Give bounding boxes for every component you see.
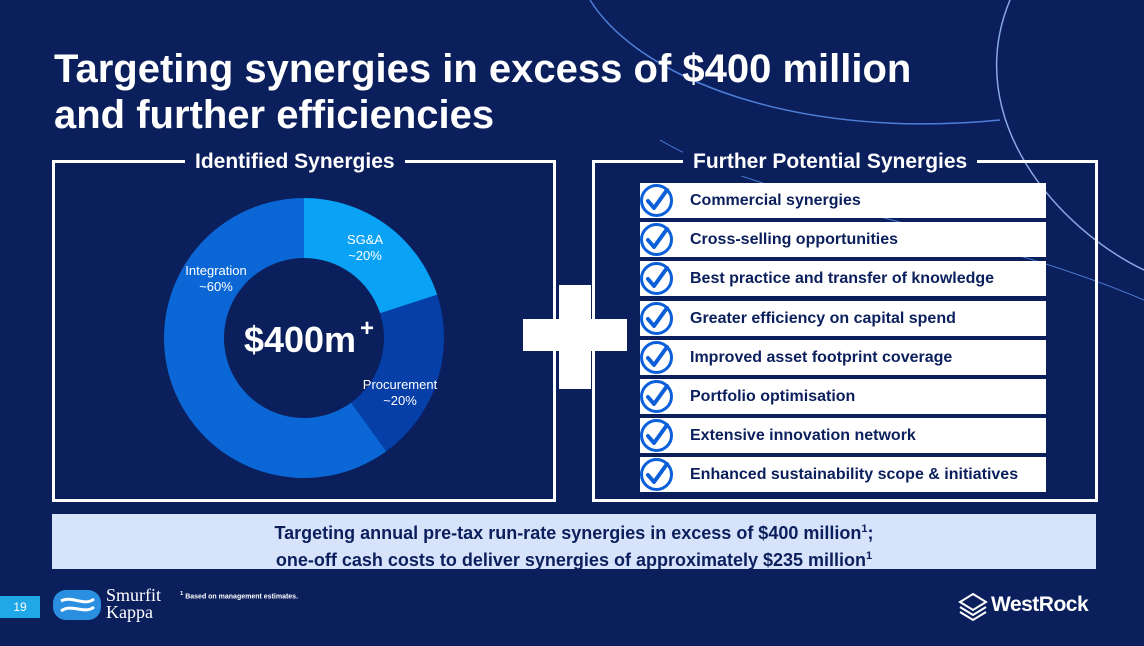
banner-sup-1: 1 <box>861 523 868 535</box>
synergy-item-label: Extensive innovation network <box>690 427 916 445</box>
synergy-item: Extensive innovation network <box>640 418 1046 454</box>
donut-slice-sg-a <box>304 198 438 314</box>
slice-name-label: SG&A <box>347 232 383 247</box>
banner-line-1-end: ; <box>867 523 874 543</box>
checkmark-icon <box>640 223 673 257</box>
westrock-logo-icon <box>958 592 988 622</box>
banner-sup-2: 1 <box>866 550 873 562</box>
donut-slice-integration <box>164 198 387 478</box>
checkmark-icon <box>640 419 673 453</box>
checkmark-icon <box>640 379 673 413</box>
checkmark-icon <box>640 184 673 217</box>
synergy-item: Cross-selling opportunities <box>640 222 1046 258</box>
banner-line-2: one-off cash costs to deliver synergies … <box>275 550 867 570</box>
synergy-item: Greater efficiency on capital spend <box>640 300 1046 336</box>
checkmark-icon <box>640 301 673 335</box>
slice-value-label: ~20% <box>383 393 417 408</box>
synergy-item: Commercial synergies <box>640 183 1046 218</box>
footnote: 1 Based on management estimates. <box>180 591 298 600</box>
identified-synergies-title: Identified Synergies <box>185 148 405 176</box>
donut-center-plus: + <box>360 315 374 342</box>
footnote-sup: 1 <box>180 591 184 597</box>
further-synergies-panel: Further Potential Synergies <box>592 148 1098 502</box>
slice-name-label: Procurement <box>363 377 438 392</box>
slice-name-label: Integration <box>185 263 246 278</box>
synergy-item-label: Greater efficiency on capital spend <box>690 309 956 327</box>
smurfit-word: Smurfit <box>106 585 162 605</box>
synergy-item-label: Portfolio optimisation <box>690 387 856 405</box>
synergy-item: Best practice and transfer of knowledge <box>640 261 1046 297</box>
synergy-item-label: Commercial synergies <box>690 192 861 209</box>
title-line-2: and further efficiencies <box>54 93 495 137</box>
kappa-word: Kappa <box>106 602 153 622</box>
synergy-item: Portfolio optimisation <box>640 378 1046 414</box>
further-synergies-title: Further Potential Synergies <box>683 148 978 176</box>
synergy-item-label: Cross-selling opportunities <box>690 231 899 249</box>
banner-line-1: Targeting annual pre-tax run-rate synerg… <box>274 523 862 543</box>
checkmark-icon <box>640 262 673 296</box>
checkmark-icon <box>640 340 673 374</box>
synergies-list: Commercial synergies Cross-selling opport… <box>640 183 1046 497</box>
plus-sign-vertical <box>559 285 591 389</box>
slide-title: Targeting synergies in excess of $400 mi… <box>54 46 911 138</box>
title-line-1: Targeting synergies in excess of $400 mi… <box>54 47 912 91</box>
synergy-item-label: Best practice and transfer of knowledge <box>690 270 995 288</box>
synergy-item-label: Improved asset footprint coverage <box>690 348 953 366</box>
smurfit-kappa-logo-icon <box>53 590 101 620</box>
westrock-wordmark: WestRock <box>991 593 1089 616</box>
smurfit-kappa-wordmark: Smurfit Kappa <box>106 585 162 622</box>
donut-slice-procurement <box>351 294 444 452</box>
page-number: 19 <box>0 596 40 618</box>
slice-value-label: ~20% <box>348 248 382 263</box>
synergy-item-label: Enhanced sustainability scope & initiati… <box>690 466 1019 484</box>
synergy-item: Improved asset footprint coverage <box>640 339 1046 375</box>
donut-center-value: $400m <box>244 319 356 360</box>
checkmark-icon <box>640 458 673 492</box>
slice-value-label: ~60% <box>199 279 233 294</box>
synergy-item: Enhanced sustainability scope & initiati… <box>640 457 1046 493</box>
footnote-text: Based on management estimates. <box>185 593 299 601</box>
identified-synergies-panel: Identified Synergies <box>52 148 556 502</box>
synergy-target-banner: Targeting annual pre-tax run-rate synerg… <box>52 514 1096 570</box>
